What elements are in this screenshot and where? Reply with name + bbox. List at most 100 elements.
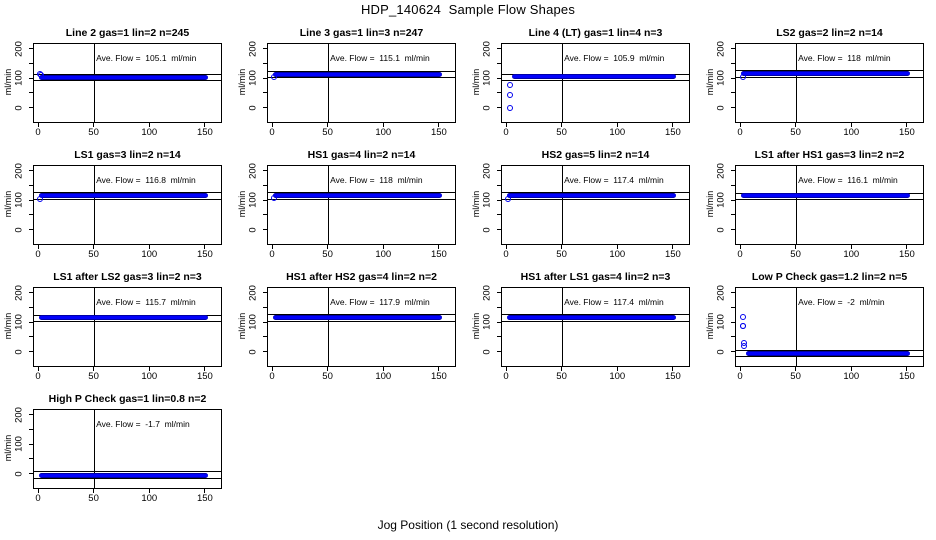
data-series-band xyxy=(506,314,676,320)
x-tick xyxy=(672,245,674,249)
y-tick xyxy=(263,184,267,186)
x-tick-label: 50 xyxy=(322,249,333,260)
flow-reference-line xyxy=(34,477,221,479)
y-tick xyxy=(731,170,735,171)
y-tick xyxy=(29,306,33,308)
y-tick xyxy=(263,306,267,308)
plot-box: Ave. Flow = 105.9 ml/min xyxy=(501,43,690,123)
y-tick-label: 0 xyxy=(247,226,259,233)
vertical-reference-line xyxy=(94,288,96,366)
x-tick-label: 150 xyxy=(664,371,681,382)
y-tick xyxy=(29,473,33,475)
y-tick xyxy=(29,184,33,186)
y-tick xyxy=(263,62,267,64)
y-axis-title: ml/min xyxy=(3,68,13,96)
vertical-reference-line xyxy=(562,44,564,122)
y-tick-label: 200 xyxy=(247,40,259,57)
x-tick-label: 100 xyxy=(843,371,860,382)
y-tick-label: 0 xyxy=(13,470,25,477)
flow-reference-line xyxy=(502,192,689,194)
x-tick-label: 100 xyxy=(375,249,392,260)
y-tick-label: 0 xyxy=(13,104,25,111)
x-tick-label: 100 xyxy=(141,493,158,504)
y-tick-label: 200 xyxy=(715,162,727,179)
data-point xyxy=(271,73,278,80)
y-axis-title: ml/min xyxy=(471,190,481,218)
x-tick-label: 0 xyxy=(737,371,743,382)
flow-panel: Line 4 (LT) gas=1 lin=4 n=3 Ave. Flow = 1… xyxy=(468,22,702,144)
x-tick xyxy=(204,123,206,127)
x-tick xyxy=(616,367,618,371)
x-tick xyxy=(93,123,95,127)
y-tick xyxy=(731,92,735,94)
y-axis-title: ml/min xyxy=(3,312,13,340)
x-tick xyxy=(271,367,273,371)
flow-panel: LS1 gas=3 lin=2 n=14 Ave. Flow = 116.8 ml… xyxy=(0,144,234,266)
y-tick xyxy=(731,292,735,293)
y-tick-label: 0 xyxy=(481,226,493,233)
y-tick xyxy=(731,229,735,231)
x-tick-label: 100 xyxy=(141,249,158,260)
flow-panel: LS1 after LS2 gas=3 lin=2 n=3 Ave. Flow =… xyxy=(0,266,234,388)
x-tick-label: 100 xyxy=(375,371,392,382)
y-axis-title: ml/min xyxy=(705,190,715,218)
flow-panel: Line 2 gas=1 lin=2 n=245 Ave. Flow = 105.… xyxy=(0,22,234,144)
panel-title: Line 3 gas=1 lin=3 n=247 xyxy=(299,27,424,39)
data-point xyxy=(739,73,746,80)
plot-box: Ave. Flow = 118 ml/min xyxy=(267,165,456,245)
panel-title: LS1 after HS1 gas=3 lin=2 n=2 xyxy=(754,149,905,161)
y-tick xyxy=(497,62,501,64)
y-tick-label: 100 xyxy=(247,70,259,87)
x-tick xyxy=(438,245,440,249)
x-tick xyxy=(93,489,95,493)
x-tick-label: 50 xyxy=(556,127,567,138)
plot-box: Ave. Flow = -1.7 ml/min xyxy=(33,409,222,489)
vertical-reference-line xyxy=(328,166,330,244)
y-tick xyxy=(497,214,501,216)
flow-reference-line xyxy=(34,73,221,75)
y-tick xyxy=(497,306,501,308)
flow-reference-line xyxy=(502,314,689,316)
y-tick-label: 100 xyxy=(715,192,727,209)
y-tick-label: 100 xyxy=(13,192,25,209)
flow-panel: HS1 after HS2 gas=4 lin=2 n=2 Ave. Flow =… xyxy=(234,266,468,388)
flow-reference-line xyxy=(736,70,923,71)
x-tick xyxy=(850,123,852,127)
x-tick xyxy=(906,123,908,127)
y-tick-label: 0 xyxy=(715,104,727,111)
x-tick-label: 0 xyxy=(737,127,743,138)
x-tick xyxy=(505,123,507,127)
x-tick-label: 150 xyxy=(898,127,915,138)
panel-title: High P Check gas=1 lin=0.8 n=2 xyxy=(48,393,207,405)
x-tick-label: 0 xyxy=(737,249,743,260)
x-tick xyxy=(795,245,797,249)
y-tick xyxy=(731,351,735,353)
average-flow-label: Ave. Flow = 118 ml/min xyxy=(798,53,891,63)
flow-reference-line xyxy=(34,314,221,316)
y-tick-label: 0 xyxy=(13,348,25,355)
flow-panel: LS2 gas=2 lin=2 n=14 Ave. Flow = 118 ml/m… xyxy=(702,22,936,144)
y-tick xyxy=(731,184,735,186)
y-tick xyxy=(497,92,501,94)
x-tick-label: 0 xyxy=(35,371,41,382)
average-flow-label: Ave. Flow = 115.1 ml/min xyxy=(330,53,430,63)
y-axis-title: ml/min xyxy=(237,68,247,96)
x-tick-label: 0 xyxy=(35,127,41,138)
flow-panel: LS1 after HS1 gas=3 lin=2 n=2 Ave. Flow =… xyxy=(702,144,936,266)
y-axis-title: ml/min xyxy=(3,190,13,218)
flow-reference-line xyxy=(736,192,923,194)
data-point xyxy=(505,195,512,202)
flow-reference-line xyxy=(34,192,221,194)
data-series-band xyxy=(746,350,910,356)
flow-reference-line xyxy=(268,198,455,200)
y-tick-label: 0 xyxy=(13,226,25,233)
y-tick xyxy=(29,292,33,293)
x-tick-label: 0 xyxy=(503,371,509,382)
panel-title: LS1 gas=3 lin=2 n=14 xyxy=(74,149,181,161)
data-series-band xyxy=(740,193,910,199)
y-tick xyxy=(497,77,501,79)
vertical-reference-line xyxy=(796,166,798,244)
flow-panel: Low P Check gas=1.2 lin=2 n=5 Ave. Flow =… xyxy=(702,266,936,388)
y-tick xyxy=(29,443,33,445)
x-tick-label: 0 xyxy=(269,127,275,138)
